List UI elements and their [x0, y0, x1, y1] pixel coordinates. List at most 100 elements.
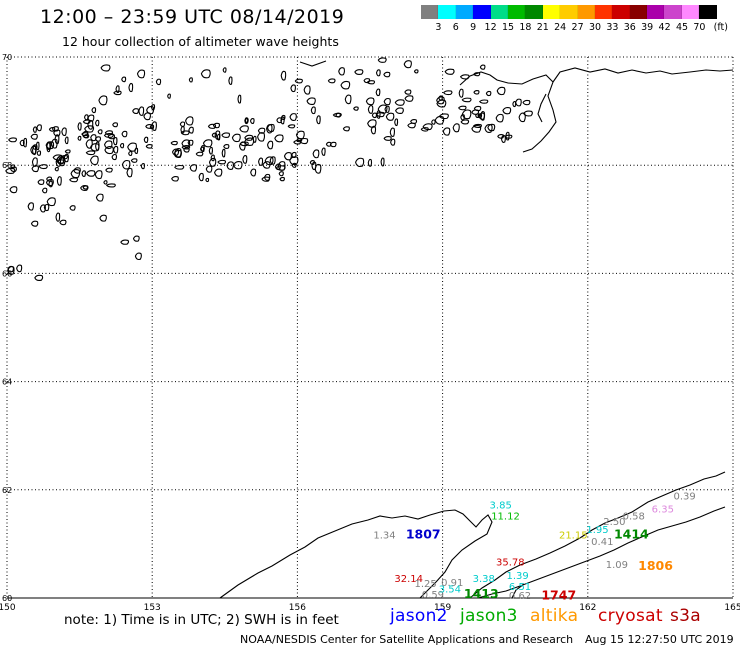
map-grid	[6, 56, 734, 599]
legend-label: 45	[675, 22, 689, 33]
lake-outline	[366, 80, 376, 85]
lake-outline	[103, 132, 114, 138]
lake-outline	[50, 138, 58, 149]
longitude-label: 162	[579, 603, 596, 613]
lake-outline	[112, 122, 119, 128]
legend-label: 36	[623, 22, 636, 33]
lake-outline	[35, 141, 40, 151]
lake-outline	[61, 127, 67, 137]
lake-outline	[126, 167, 133, 178]
lake-outline	[121, 130, 128, 138]
lake-outline	[41, 187, 48, 194]
lake-outline	[523, 110, 533, 117]
lake-outline	[279, 176, 285, 182]
lake-outline	[143, 136, 149, 143]
lake-outline	[283, 152, 293, 161]
lake-outline	[121, 159, 131, 170]
lake-outline	[136, 69, 146, 79]
lake-outline	[180, 130, 190, 136]
legend-swatch	[490, 5, 508, 19]
lake-outline	[413, 69, 419, 74]
lake-outline	[95, 193, 104, 202]
lake-outline	[422, 123, 433, 131]
lake-outline	[274, 134, 284, 143]
lake-outline	[214, 168, 223, 177]
lake-outline	[145, 144, 153, 149]
lake-outline	[231, 133, 241, 143]
lake-outline	[338, 67, 345, 76]
lake-outline	[377, 57, 387, 63]
lake-outline	[267, 140, 274, 150]
lake-outline	[30, 133, 38, 140]
lake-outline	[34, 274, 44, 281]
observation-label: 0.91	[441, 578, 463, 589]
coastline-inlet	[537, 93, 547, 123]
timestamp-text: Aug 15 12:27:50 UTC 2019	[585, 633, 734, 646]
lake-outline	[522, 99, 531, 106]
lake-outline	[312, 149, 320, 159]
lake-outline	[120, 239, 130, 245]
legend-label: 39	[641, 22, 654, 33]
lake-outline	[303, 85, 311, 95]
lake-outline	[340, 80, 351, 90]
lake-outline	[90, 134, 97, 142]
lake-outline	[195, 151, 204, 157]
lake-outline	[444, 68, 455, 75]
legend-label: 24	[554, 22, 567, 33]
lake-outline	[477, 113, 483, 119]
lake-outline	[107, 133, 116, 140]
lake-outline	[8, 137, 17, 143]
lake-outline	[473, 89, 480, 95]
legend-label: 27	[571, 22, 584, 33]
chart-title: 12:00 – 23:59 UTC 08/14/2019	[40, 6, 345, 28]
lake-outline	[121, 76, 127, 83]
lake-outline	[167, 93, 171, 99]
observation-label: 0.62	[509, 591, 531, 602]
lake-outline	[321, 147, 326, 156]
credit-text: NOAA/NESDIS Center for Satellite Applica…	[240, 633, 574, 646]
lake-outline	[7, 266, 15, 275]
chart-subtitle: 12 hour collection of altimeter wave hei…	[62, 34, 339, 49]
lake-outline	[30, 220, 39, 227]
lake-outline	[200, 69, 211, 79]
lake-outline	[407, 122, 416, 129]
legend-label: 30	[588, 22, 602, 33]
lake-outline	[367, 119, 377, 128]
lake-outline	[484, 123, 493, 133]
lake-outline	[54, 134, 60, 145]
lake-outline	[82, 119, 91, 124]
legend-swatch	[681, 5, 700, 19]
longitude-label: 153	[144, 603, 161, 613]
lake-outline	[394, 118, 399, 127]
lake-outline	[327, 78, 336, 84]
lake-outline	[244, 117, 249, 125]
legend-label: 6	[452, 22, 459, 33]
observation-label: 1807	[406, 526, 441, 541]
lake-outline	[278, 171, 284, 177]
lake-outline	[471, 125, 482, 133]
lake-outline	[27, 202, 35, 211]
lake-outline	[77, 135, 82, 141]
lake-outline	[335, 112, 341, 118]
lake-outline	[487, 123, 496, 132]
lake-outline	[91, 107, 97, 114]
latitude-label: 60	[2, 594, 12, 603]
lake-outline	[452, 123, 460, 133]
lake-outline	[237, 94, 242, 104]
legend-label: (ft)	[713, 22, 728, 33]
observation-label: 3.85	[490, 501, 512, 512]
lake-outline	[395, 107, 404, 114]
lake-outline	[87, 114, 95, 122]
lake-outline	[208, 157, 217, 167]
satellite-label: jason2	[390, 606, 448, 626]
lake-outline	[294, 78, 303, 84]
observation-label: 1.39	[506, 571, 528, 582]
lake-outline	[329, 141, 337, 148]
lake-outline	[132, 235, 140, 242]
latitude-label: 66	[2, 269, 12, 278]
lake-outline	[472, 123, 482, 129]
lake-outline	[500, 135, 506, 143]
lake-outline	[205, 177, 210, 183]
lake-outline	[502, 107, 512, 115]
